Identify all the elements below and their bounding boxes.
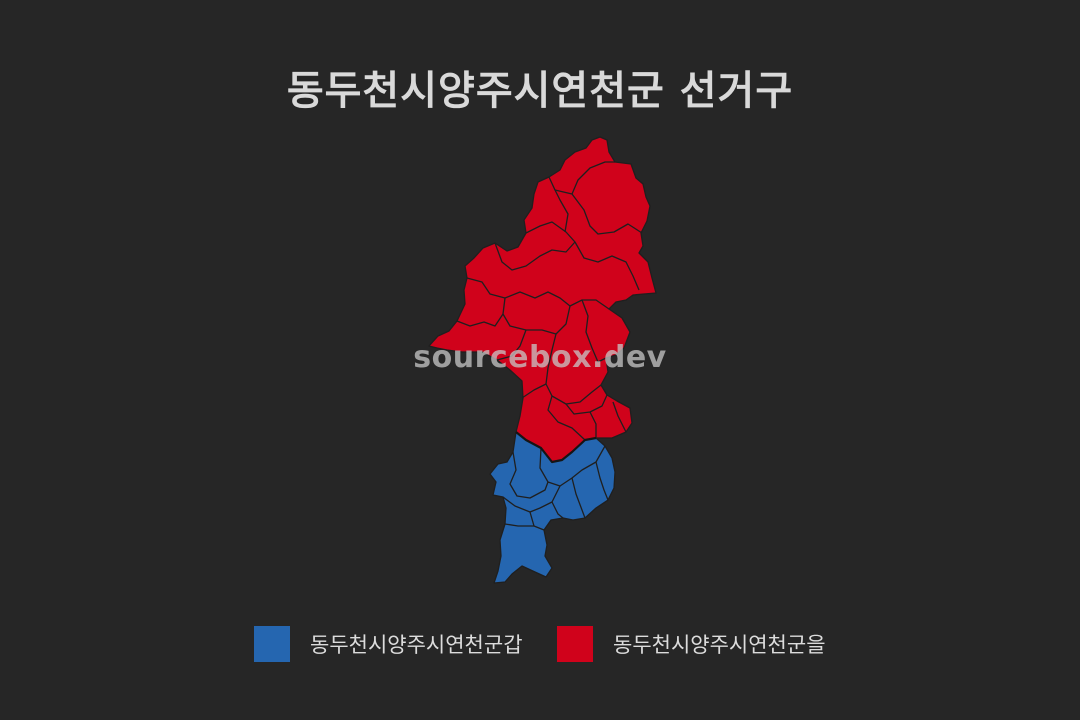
- subregion-borders: [456, 161, 643, 531]
- legend-item-gap: 동두천시양주시연천군갑: [254, 625, 523, 663]
- district-eul-region: [428, 136, 657, 463]
- district-boundary-line: [515, 431, 597, 464]
- map-legend: 동두천시양주시연천군갑 동두천시양주시연천군을: [0, 625, 1080, 663]
- district-eul[interactable]: [428, 136, 657, 463]
- legend-label-gap: 동두천시양주시연천군갑: [310, 633, 523, 657]
- legend-label-eul: 동두천시양주시연천군을: [613, 633, 826, 657]
- legend-swatch-gap: [254, 626, 290, 662]
- map-title: 동두천시양주시연천군 선거구: [286, 68, 794, 114]
- legend-item-eul: 동두천시양주시연천군을: [557, 625, 826, 663]
- watermark-text: sourcebox.dev: [413, 340, 667, 375]
- legend-swatch-eul: [557, 626, 593, 662]
